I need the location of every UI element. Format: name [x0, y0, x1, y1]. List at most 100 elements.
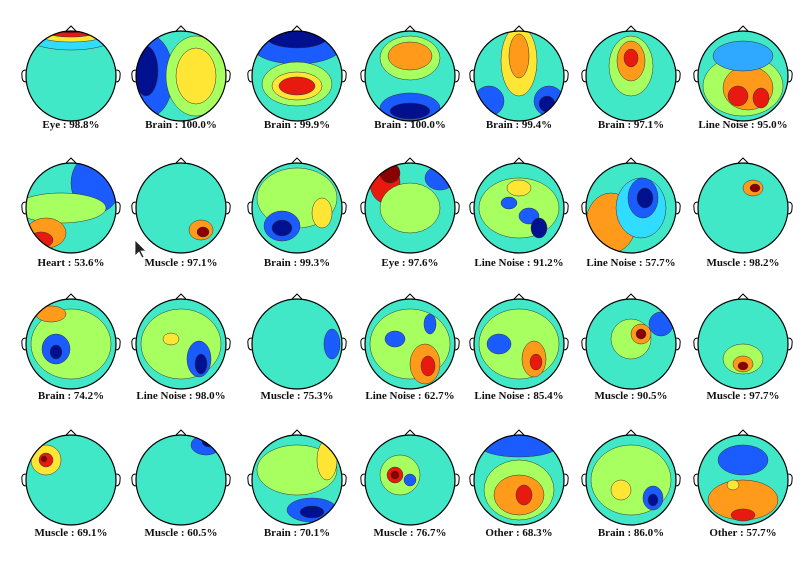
scalp-map: [252, 163, 342, 253]
scalp-blob: [717, 444, 769, 476]
right-ear: [225, 69, 231, 83]
component-label: Brain : 74.2%: [38, 390, 104, 402]
topoplot: [581, 157, 681, 254]
head-outline: [585, 434, 677, 526]
right-ear: [787, 201, 793, 215]
left-ear: [21, 69, 27, 83]
nose: [513, 157, 525, 164]
left-ear: [469, 473, 475, 487]
scalp-blob: [384, 330, 406, 348]
head-outline: [251, 162, 343, 254]
nose: [737, 429, 749, 436]
left-ear: [247, 473, 253, 487]
topoplot: [247, 429, 347, 526]
scalp-blob: [726, 479, 740, 491]
head-outline: [364, 162, 456, 254]
head-outline: [473, 162, 565, 254]
scalp-map: [474, 299, 564, 389]
scalp-blob: [636, 187, 654, 209]
scalp-blob: [299, 505, 325, 519]
right-ear: [675, 201, 681, 215]
right-ear: [675, 473, 681, 487]
topoplot: [581, 293, 681, 390]
head-outline: [251, 298, 343, 390]
scalp-map: [26, 299, 116, 389]
head-outline: [364, 30, 456, 122]
left-ear: [360, 473, 366, 487]
scalp-blob: [278, 76, 316, 96]
topoplot: [247, 157, 347, 254]
topoplot: [581, 25, 681, 122]
component-label: Line Noise : 98.0%: [136, 390, 225, 402]
nose: [404, 429, 416, 436]
scalp-blob: [752, 87, 770, 109]
scalp-blob: [420, 355, 436, 377]
right-ear: [787, 337, 793, 351]
scalp-blob: [623, 48, 639, 68]
scalp-blob: [379, 182, 441, 234]
right-ear: [563, 337, 569, 351]
scalp-blob: [749, 183, 761, 193]
scalp-blob: [387, 41, 433, 71]
component-label: Brain : 97.1%: [598, 119, 664, 131]
component-label: Brain : 99.3%: [264, 257, 330, 269]
right-ear: [675, 337, 681, 351]
nose: [175, 157, 187, 164]
right-ear: [787, 473, 793, 487]
scalp-blob: [196, 226, 210, 238]
component-label: Heart : 53.6%: [38, 257, 105, 269]
scalp-map: [365, 299, 455, 389]
nose: [625, 157, 637, 164]
component-label: Muscle : 97.7%: [706, 390, 779, 402]
scalp-map: [698, 31, 788, 121]
component-label: Line Noise : 85.4%: [474, 390, 563, 402]
component-label: Brain : 70.1%: [264, 527, 330, 539]
scalp-blob: [35, 305, 67, 323]
topoplot: [693, 25, 793, 122]
nose: [291, 429, 303, 436]
scalp-blob: [389, 102, 431, 120]
head-outline: [473, 30, 565, 122]
head-outline: [585, 298, 677, 390]
head-outline: [585, 30, 677, 122]
scalp-blob: [737, 361, 749, 371]
left-ear: [131, 69, 137, 83]
scalp-map: [26, 31, 116, 121]
right-ear: [454, 69, 460, 83]
right-ear: [563, 473, 569, 487]
scalp-blob: [730, 508, 756, 522]
left-ear: [247, 337, 253, 351]
topoplot: [581, 429, 681, 526]
topoplot: [360, 25, 460, 122]
nose: [65, 157, 77, 164]
scalp-map: [474, 163, 564, 253]
head-outline: [25, 434, 117, 526]
left-ear: [360, 201, 366, 215]
scalp-blob: [648, 311, 674, 337]
topoplot: [693, 157, 793, 254]
right-ear: [454, 201, 460, 215]
nose: [625, 429, 637, 436]
component-label: Other : 68.3%: [485, 527, 552, 539]
topoplot: [360, 157, 460, 254]
scalp-blob: [311, 197, 333, 229]
scalp-blob: [530, 217, 548, 239]
left-ear: [247, 69, 253, 83]
head-outline: [251, 30, 343, 122]
left-ear: [131, 201, 137, 215]
scalp-blob: [515, 484, 533, 506]
mouse-cursor: [134, 239, 147, 259]
head-outline: [135, 298, 227, 390]
component-label: Brain : 99.9%: [264, 119, 330, 131]
topoplot: [469, 293, 569, 390]
component-label: Muscle : 90.5%: [594, 390, 667, 402]
scalp-blob: [49, 344, 63, 360]
nose: [625, 293, 637, 300]
head-outline: [25, 162, 117, 254]
scalp-map: [136, 163, 226, 253]
head-outline: [697, 298, 789, 390]
head-outline: [364, 434, 456, 526]
topoplot: [693, 429, 793, 526]
